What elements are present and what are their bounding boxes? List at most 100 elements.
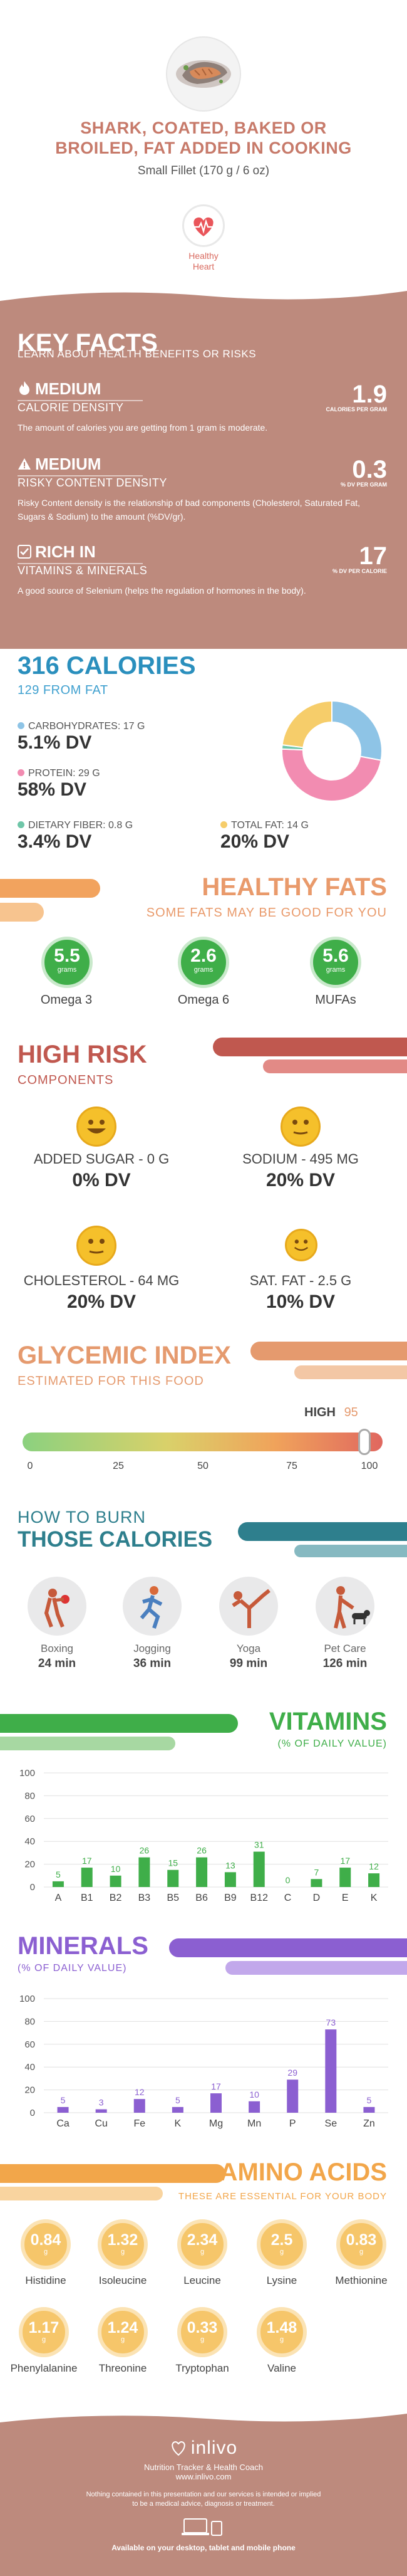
vitamins-value-label: 17	[340, 1856, 350, 1866]
vitamins-value-label: 13	[225, 1860, 235, 1870]
vitamins-category-label: B5	[167, 1893, 179, 1903]
key-facts-title: KEY FACTS	[18, 329, 158, 357]
vitamins-value-label: 31	[254, 1840, 264, 1850]
vitamins-value-label: 15	[168, 1858, 178, 1868]
burn-activity: Boxing	[41, 1643, 73, 1654]
risk-dv: 0% DV	[72, 1170, 131, 1191]
footer-available: Available on your desktop, tablet and mo…	[111, 2543, 296, 2552]
vitamins-bar-k	[368, 1873, 380, 1887]
vitamins-ytick: 0	[30, 1882, 35, 1893]
amino-name: Tryptophan	[175, 2362, 229, 2374]
healthy-fats-title: HEALTHY FATS	[202, 873, 387, 901]
minerals-category-label: Ca	[56, 2118, 70, 2129]
amino-unit: g	[200, 2248, 205, 2256]
vitamins-category-label: B12	[250, 1893, 269, 1903]
minerals-category-label: K	[175, 2118, 182, 2129]
minerals-bar-zn	[363, 2106, 375, 2113]
risk-dv: 20% DV	[66, 1291, 137, 1312]
fact-unit: % DV PER GRAM	[340, 481, 387, 488]
burn-stripe	[238, 1522, 407, 1541]
vitamins-value-label: 10	[111, 1864, 121, 1874]
fat-value: 5.6	[322, 945, 349, 966]
fat-name: Omega 6	[177, 993, 230, 1007]
minerals-stripe-2	[225, 1961, 407, 1975]
donut-slice-carbohydrates	[331, 700, 383, 761]
vitamins-ytick: 20	[24, 1859, 35, 1870]
healthy-heart-badge	[182, 204, 225, 247]
pet-care-icon	[316, 1577, 374, 1636]
fat-badge-omega6: 2.6 grams	[178, 937, 229, 988]
minerals-category-label: Mn	[247, 2118, 261, 2129]
fats-stripe-2	[0, 903, 44, 922]
nutrient-fat: TOTAL FAT: 14 g 20% DV	[220, 820, 309, 853]
fact-vitamins-minerals: RICH IN VITAMINS & MINERALS A good sourc…	[18, 542, 389, 597]
minerals-title: MINERALS	[18, 1932, 148, 1960]
fact-value: 1.9	[352, 381, 387, 408]
boxing-icon	[28, 1577, 86, 1636]
minerals-bar-mg	[210, 2093, 222, 2113]
vitamins-value-label: 26	[140, 1846, 150, 1856]
happy-face-icon	[76, 1107, 116, 1147]
vitamins-bar-e	[339, 1868, 351, 1887]
vitamins-category-label: A	[55, 1893, 62, 1903]
footer-brand: inlivo	[0, 2437, 407, 2461]
donut-slice-protein	[281, 748, 382, 802]
amino-badge: 1.32 g	[98, 2219, 148, 2269]
footer-url[interactable]: www.inlivo.com	[175, 2472, 232, 2481]
vitamins-value-label: 17	[82, 1856, 92, 1866]
fat-name: Omega 3	[40, 993, 93, 1007]
fact-level: MEDIUM	[35, 379, 101, 398]
vitamins-value-label: 0	[286, 1875, 291, 1885]
legend-dot	[18, 821, 24, 828]
fact-value-box: 1.9 CALORIES PER GRAM	[326, 382, 387, 413]
nutrient-label: TOTAL FAT: 14 g	[231, 820, 309, 831]
vitamins-ytick: 100	[19, 1768, 35, 1779]
vitamins-stripe-2	[0, 1737, 175, 1750]
fat-badge-mufas: 5.6 grams	[310, 937, 361, 988]
fact-label: RISKY CONTENT DENSITY	[18, 476, 167, 489]
minerals-bar-ca	[57, 2106, 69, 2113]
minerals-value-label: 29	[287, 2068, 297, 2078]
glycemic-stripe-2	[294, 1365, 407, 1379]
minerals-category-label: P	[289, 2118, 296, 2129]
fact-description: The amount of calories you are getting f…	[18, 423, 268, 433]
food-title-line2: BROILED, FAT ADDED IN COOKING	[55, 139, 352, 157]
vitamins-bar-d	[311, 1879, 322, 1887]
fat-unit: grams	[57, 966, 77, 974]
warning-icon	[18, 456, 31, 470]
amino-subtitle: THESE ARE ESSENTIAL FOR YOUR BODY	[178, 2191, 387, 2202]
risk-dv: 20% DV	[265, 1170, 336, 1191]
amino-unit: g	[200, 2336, 205, 2343]
fact-label: CALORIE DENSITY	[18, 401, 124, 414]
amino-name: Valine	[267, 2362, 296, 2374]
burn-time: 99 min	[229, 1657, 268, 1670]
fat-value: 5.5	[54, 945, 80, 966]
vitamins-value-label: 12	[369, 1861, 379, 1871]
minerals-category-label: Zn	[363, 2118, 375, 2129]
fact-unit: CALORIES PER GRAM	[326, 406, 387, 413]
footer-tagline: Nutrition Tracker & Health Coach	[143, 2463, 264, 2472]
amino-badge: 2.5 g	[257, 2219, 307, 2269]
legend-dot	[18, 769, 24, 776]
amino-badge: 1.17 g	[19, 2307, 69, 2357]
minerals-bar-se	[325, 2029, 337, 2113]
amino-value: 0.83	[346, 2231, 377, 2249]
flame-icon	[18, 381, 31, 395]
vitamins-category-label: B9	[224, 1893, 237, 1903]
fact-value: 0.3	[352, 456, 387, 483]
legend-dot	[220, 821, 227, 828]
minerals-category-label: Cu	[95, 2118, 107, 2129]
brand-name: inlivo	[190, 2437, 238, 2458]
calories-title: 316 CALORIES	[18, 652, 196, 680]
fat-badge-omega3: 5.5 grams	[41, 937, 93, 988]
amino-badge: 0.83 g	[336, 2219, 386, 2269]
burn-title-line1: HOW TO BURN	[18, 1508, 147, 1527]
amino-badge: 0.84 g	[21, 2219, 71, 2269]
healthy-fats-subtitle: SOME FATS MAY BE GOOD FOR YOU	[146, 906, 387, 920]
amino-unit: g	[41, 2336, 46, 2343]
minerals-subtitle: (% OF DAILY VALUE)	[18, 1963, 127, 1974]
vitamins-stripe	[0, 1714, 238, 1733]
minerals-ytick: 40	[24, 2062, 35, 2073]
vitamins-bar-chart: 0 20 40 60 80 100 5 A 17 B1 10 B2 26 B3 15 B5 26 B6 13 B9 31…	[19, 1768, 388, 1903]
burn-stripe-2	[294, 1545, 407, 1557]
